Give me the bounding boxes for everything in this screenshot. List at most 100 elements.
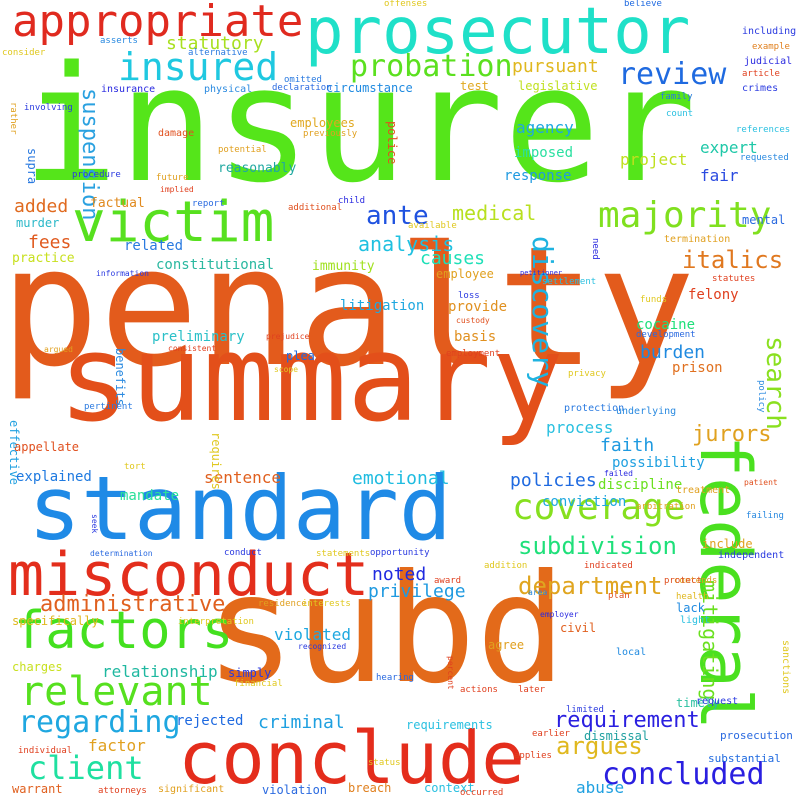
word: treatment <box>676 485 731 496</box>
word: potential <box>218 145 267 155</box>
word: penalty <box>0 211 696 403</box>
word: failed <box>604 469 633 478</box>
word: loss <box>458 291 480 301</box>
word: consistent <box>168 344 217 353</box>
word: relationship <box>102 662 218 681</box>
word: imposed <box>514 145 574 161</box>
word: burden <box>640 342 706 363</box>
word: practice <box>12 251 75 266</box>
word: judicial <box>744 56 793 67</box>
word: conviction <box>542 494 627 510</box>
word: rejected <box>176 713 244 729</box>
word: involving <box>24 103 73 113</box>
word: agency <box>516 118 574 137</box>
word: recognized <box>298 642 347 651</box>
word: criminal <box>258 712 345 733</box>
word: believe <box>624 0 662 9</box>
word: patient <box>744 478 778 487</box>
word: litigation <box>340 298 425 314</box>
word: supra <box>25 148 39 185</box>
word: appellate <box>14 440 80 454</box>
word: attorneys <box>98 786 147 796</box>
word: felony <box>688 287 739 303</box>
word: department <box>518 572 663 600</box>
word: arbitration <box>636 502 696 512</box>
word: charges <box>12 660 63 674</box>
word: benefits <box>113 348 127 406</box>
word: scope <box>274 365 299 374</box>
word: privilege <box>368 581 466 602</box>
word: project <box>620 150 688 169</box>
word: occurred <box>460 788 504 798</box>
word: privacy <box>568 369 606 379</box>
word: substantial <box>708 752 781 765</box>
word: noted <box>372 564 427 585</box>
word: offenses <box>384 0 428 9</box>
word: italics <box>682 246 784 274</box>
word: plan <box>608 591 630 601</box>
word: fees <box>28 232 72 253</box>
word: argues <box>556 732 643 760</box>
word: light <box>680 615 711 626</box>
word: declaration <box>272 83 332 93</box>
word: explained <box>16 469 92 485</box>
word: employer <box>540 610 579 619</box>
word: reasonably <box>218 161 297 176</box>
word: example <box>752 42 790 52</box>
word: abuse <box>576 778 625 797</box>
word: lack <box>676 601 705 615</box>
word: misconduct <box>8 540 370 610</box>
word: crimes <box>742 83 779 94</box>
word: damage <box>158 128 195 139</box>
word: statutory <box>166 33 264 54</box>
word: conduct <box>224 548 262 558</box>
word: settlement <box>542 277 597 287</box>
word: need <box>590 238 600 260</box>
word: summary <box>58 310 564 449</box>
word: development <box>636 330 696 340</box>
word: subdivision <box>518 532 677 560</box>
word: local <box>616 647 647 658</box>
word: policies <box>510 470 597 491</box>
word: family <box>660 92 693 102</box>
word: implied <box>160 185 194 194</box>
word: constitutional <box>156 257 275 273</box>
word: available <box>408 221 457 231</box>
word: prosecutor <box>305 0 691 69</box>
word: legislative <box>518 79 598 93</box>
word: individual <box>18 746 73 756</box>
word: simply <box>228 666 272 680</box>
word: violation <box>262 783 328 797</box>
word: basis <box>454 329 497 345</box>
word: standard <box>28 457 452 560</box>
word: rather <box>8 102 18 135</box>
word: limited <box>566 705 604 715</box>
word: interests <box>302 599 351 609</box>
word: immunity <box>312 259 375 274</box>
word: subd <box>205 543 567 717</box>
word: physical <box>204 84 253 95</box>
word: emotional <box>352 468 450 489</box>
word: victim <box>72 190 275 255</box>
word: specifically <box>12 614 99 628</box>
word: factor <box>88 736 146 755</box>
word: significant <box>158 784 225 795</box>
word: analysis <box>358 232 455 256</box>
word: failing <box>746 511 784 521</box>
word: police <box>385 121 399 165</box>
word: context <box>424 781 475 795</box>
word: contends <box>674 576 718 586</box>
word: report <box>192 199 225 209</box>
word: insurance <box>101 84 156 95</box>
word: causes <box>420 248 486 269</box>
word: coverage <box>512 487 686 528</box>
word: ante <box>366 201 429 231</box>
word: murder <box>16 216 60 230</box>
word: provide <box>448 299 508 315</box>
word: sanctions <box>780 640 791 695</box>
word: process <box>546 418 614 437</box>
word: policy <box>756 380 766 413</box>
word: alternative <box>188 48 248 58</box>
word: area <box>528 588 548 597</box>
word: civil <box>560 621 597 635</box>
